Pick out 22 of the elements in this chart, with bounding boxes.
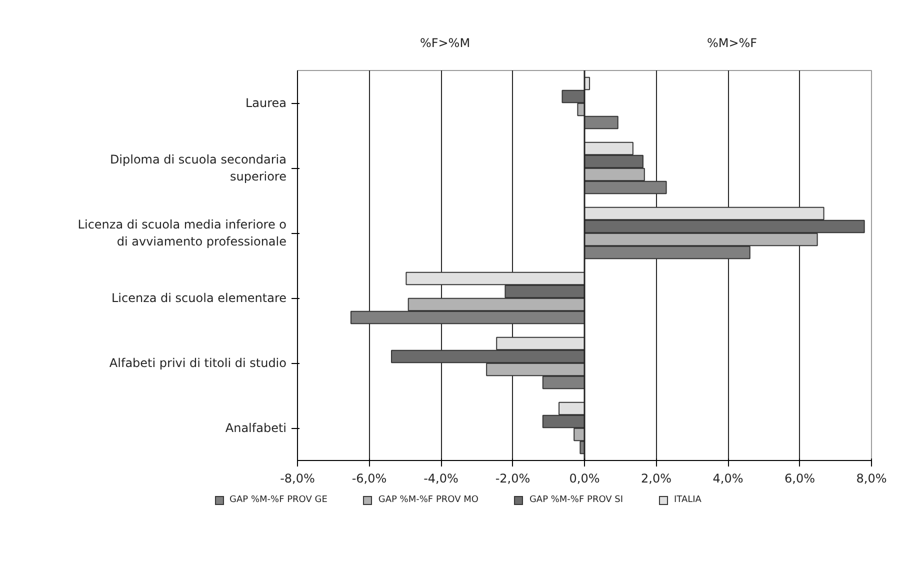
legend-label: ITALIA: [674, 494, 702, 507]
y-tick-label: Analfabeti: [225, 421, 287, 435]
legend-label: GAP %M-%F PROV GE: [230, 494, 328, 507]
y-tick-label: Laurea: [245, 96, 287, 110]
text: %M>%F: [706, 35, 758, 52]
x-tick-label: -6,0%: [352, 472, 387, 486]
bar: [584, 116, 618, 130]
x-tick-label: -8,0%: [280, 472, 315, 486]
y-tick-label: Licenza di scuola elementare: [111, 291, 287, 305]
x-tick-label: 4,0%: [712, 472, 744, 486]
text: %F>%M: [418, 35, 472, 52]
y-tick-label: Alfabeti privi di titoli di studio: [109, 356, 287, 370]
x-tick-label: 2,0%: [641, 472, 672, 486]
x-tick-label: -2,0%: [495, 472, 530, 486]
y-tick-label: Licenza di scuola media inferiore o di avviamento professionale: [78, 218, 287, 248]
y-tick-label: Diploma di scuola secondaria superiore: [110, 152, 287, 184]
x-tick-label: 6,0%: [784, 472, 816, 486]
legend-label: GAP %M-%F PROV MO: [378, 494, 478, 507]
x-tick-label: 8,0%: [856, 472, 887, 486]
legend-label: GAP %M-%F PROV SI: [529, 494, 624, 507]
x-tick-label: -4,0%: [424, 472, 458, 486]
x-tick-label: 0,0%: [569, 472, 600, 486]
